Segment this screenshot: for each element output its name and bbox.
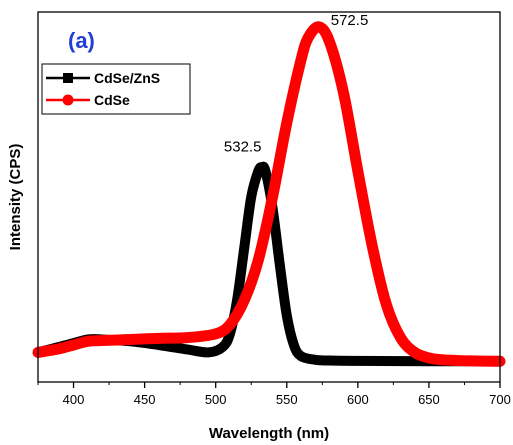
- x-tick-label-550: 550: [276, 392, 298, 407]
- y-axis-title: Intensity (CPS): [7, 144, 24, 251]
- peak-label-532-5: 532.5: [224, 138, 262, 155]
- series-layer: [32, 21, 506, 367]
- x-tick-label-500: 500: [205, 392, 227, 407]
- x-axis-ticks: 400 450 500 550 600 650 700: [37, 382, 511, 407]
- legend: CdSe/ZnS CdSe: [41, 63, 191, 115]
- x-tick-label-450: 450: [134, 392, 156, 407]
- legend-label-cdse-zns: CdSe/ZnS: [94, 70, 160, 86]
- plot-frame: [37, 11, 501, 383]
- x-tick-label-700: 700: [489, 392, 511, 407]
- series-line-cdse: [32, 21, 506, 367]
- x-axis-title: Wavelength (nm): [209, 425, 329, 442]
- legend-marker-cdse-zns: [63, 73, 73, 83]
- peak-annotations: 532.5 572.5: [224, 12, 368, 156]
- x-tick-label-650: 650: [418, 392, 440, 407]
- x-tick-label-400: 400: [63, 392, 85, 407]
- legend-label-cdse: CdSe: [94, 92, 130, 108]
- legend-marker-cdse: [62, 94, 74, 106]
- peak-label-572-5: 572.5: [331, 12, 369, 29]
- x-tick-label-600: 600: [347, 392, 369, 407]
- legend-box: [41, 63, 191, 115]
- panel-label: (a): [68, 28, 95, 53]
